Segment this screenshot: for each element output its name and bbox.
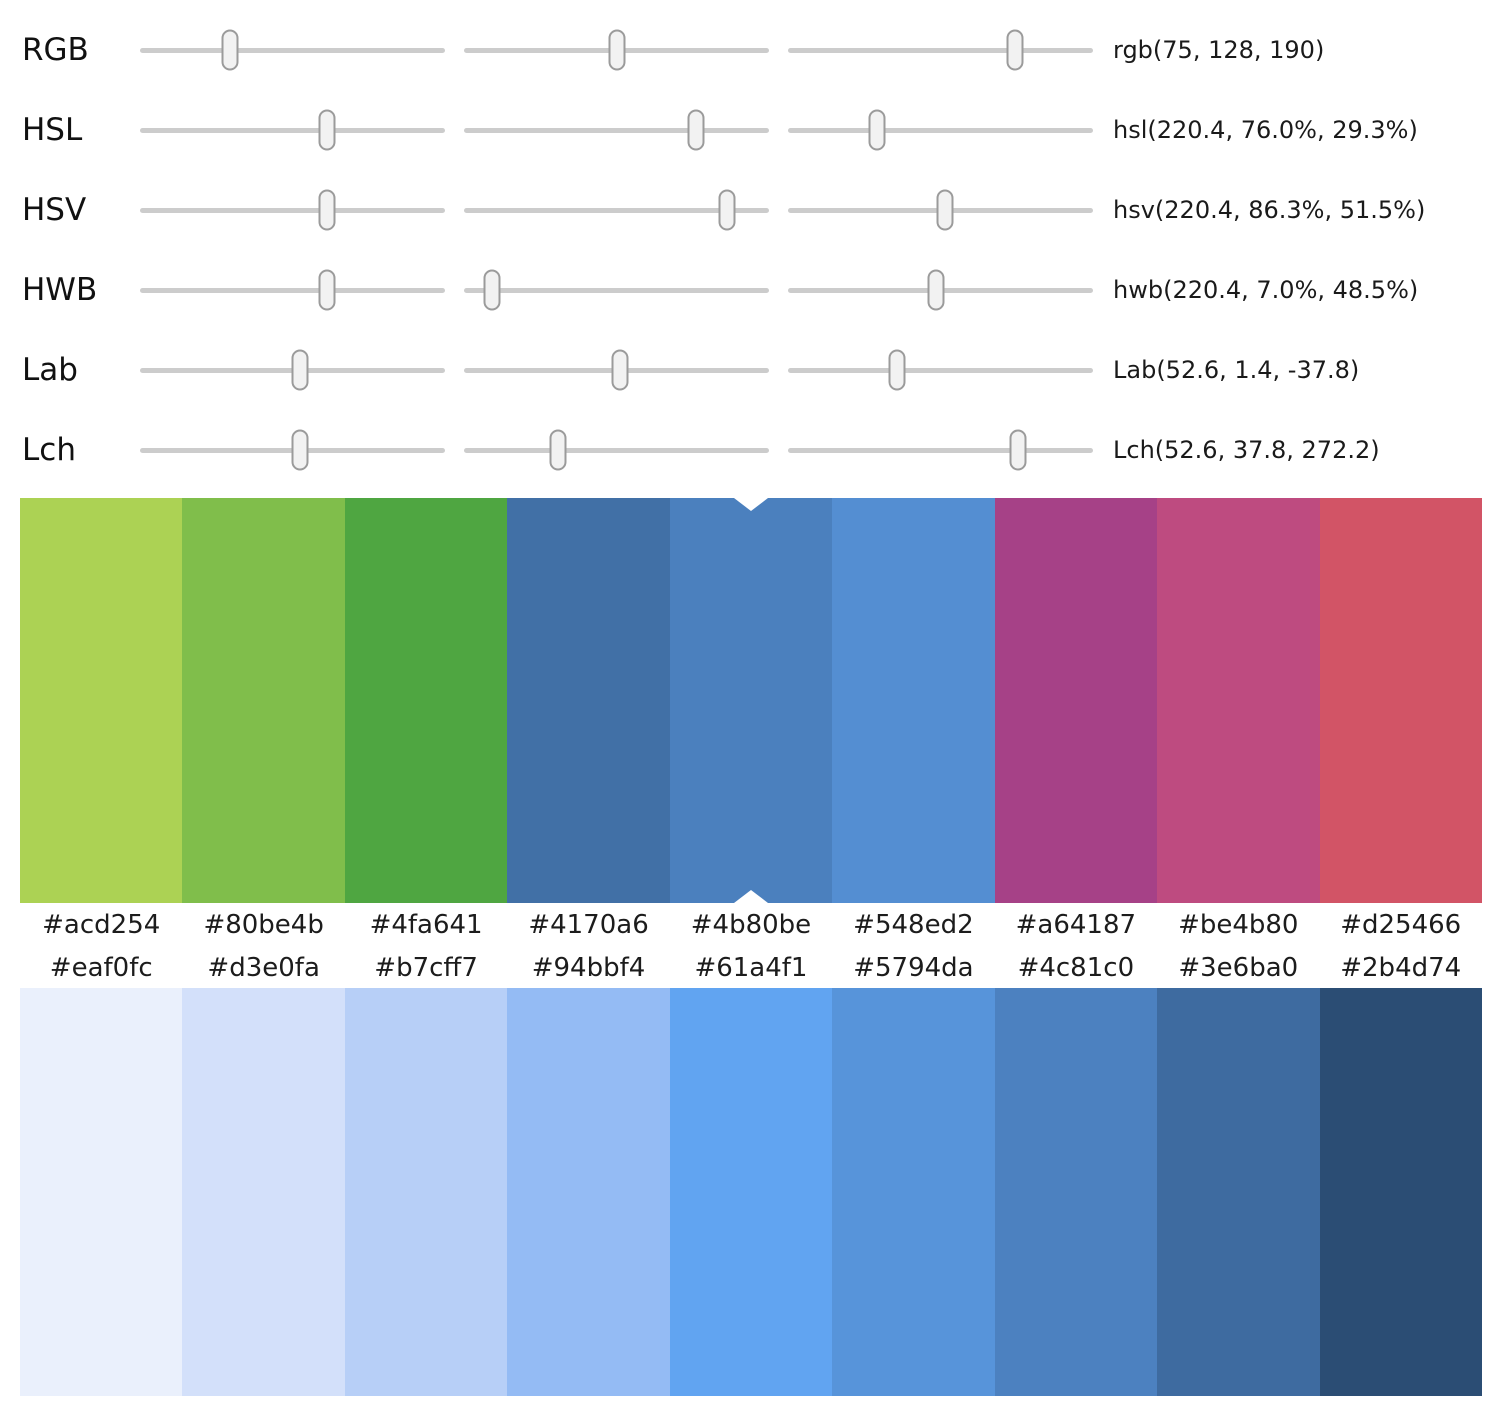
scale-swatch[interactable]	[182, 988, 345, 1396]
hex-label: #80be4b	[203, 910, 324, 940]
slider-track[interactable]	[464, 109, 769, 151]
slider-thumb[interactable]	[221, 29, 239, 71]
slider-row-label: RGB	[22, 32, 89, 68]
hex-label: #a64187	[1015, 910, 1137, 940]
slider-row-lab: Lab Lab(52.6, 1.4, -37.8)	[0, 330, 1501, 410]
slider-track[interactable]	[464, 29, 769, 71]
slider-thumb[interactable]	[718, 189, 736, 231]
slider-track[interactable]	[140, 189, 445, 231]
slider-row-label: HSV	[22, 192, 87, 228]
slider-track[interactable]	[788, 349, 1093, 391]
hex-label: #eaf0fc	[49, 952, 153, 983]
slider-row-label: HWB	[22, 272, 98, 308]
selection-notch-top-icon	[733, 498, 768, 511]
hex-label: #4c81c0	[1017, 952, 1135, 983]
palette-swatch[interactable]	[507, 498, 670, 903]
slider-thumb[interactable]	[888, 349, 906, 391]
slider-thumb[interactable]	[687, 109, 705, 151]
slider-value-text: hsl(220.4, 76.0%, 29.3%)	[1113, 116, 1418, 144]
hex-label: #d25466	[1340, 910, 1462, 940]
slider-thumb[interactable]	[1006, 29, 1024, 71]
slider-track[interactable]	[464, 429, 769, 471]
slider-value-text: Lch(52.6, 37.8, 272.2)	[1113, 436, 1380, 464]
slider-thumb[interactable]	[318, 109, 336, 151]
hex-label: #b7cff7	[374, 952, 478, 983]
slider-thumb[interactable]	[1009, 429, 1027, 471]
slider-value-text: hsv(220.4, 86.3%, 51.5%)	[1113, 196, 1426, 224]
slider-thumb[interactable]	[291, 429, 309, 471]
scale-swatch[interactable]	[1157, 988, 1320, 1396]
slider-thumb[interactable]	[318, 269, 336, 311]
slider-track[interactable]	[788, 109, 1093, 151]
slider-thumb[interactable]	[936, 189, 954, 231]
scale-swatch[interactable]	[507, 988, 670, 1396]
palette-hex-row: #acd254 #80be4b #4fa641 #4170a6 #4b80be …	[20, 903, 1482, 947]
hex-label: #4170a6	[528, 910, 649, 940]
slider-panel: RGB rgb(75, 128, 190) HSL hsl(220.4, 76.…	[0, 10, 1501, 490]
hex-label: #d3e0fa	[207, 952, 320, 983]
palette-swatch[interactable]	[1157, 498, 1320, 903]
palette-swatch-selected[interactable]	[669, 498, 833, 903]
hex-label: #2b4d74	[1340, 952, 1462, 983]
scale-swatch[interactable]	[994, 988, 1158, 1396]
hex-label: #5794da	[853, 952, 974, 983]
slider-row-hwb: HWB hwb(220.4, 7.0%, 48.5%)	[0, 250, 1501, 330]
scale-swatch[interactable]	[20, 988, 183, 1396]
tint-shade-strip	[20, 988, 1482, 1396]
slider-value-text: hwb(220.4, 7.0%, 48.5%)	[1113, 276, 1419, 304]
palette-swatch[interactable]	[344, 498, 508, 903]
slider-row-label: Lch	[22, 432, 76, 468]
hex-label: #be4b80	[1178, 910, 1299, 940]
slider-track[interactable]	[788, 189, 1093, 231]
scale-hex-row: #eaf0fc #d3e0fa #b7cff7 #94bbf4 #61a4f1 …	[20, 947, 1482, 988]
slider-thumb[interactable]	[318, 189, 336, 231]
hex-label: #4fa641	[369, 910, 483, 940]
slider-track[interactable]	[140, 29, 445, 71]
slider-thumb[interactable]	[927, 269, 945, 311]
slider-thumb[interactable]	[611, 349, 629, 391]
palette-swatch[interactable]	[20, 498, 183, 903]
slider-value-text: Lab(52.6, 1.4, -37.8)	[1113, 356, 1360, 384]
hex-label: #61a4f1	[694, 952, 808, 983]
palette-swatch[interactable]	[832, 498, 995, 903]
selection-notch-bottom-icon	[733, 890, 768, 903]
hex-label: #3e6ba0	[1178, 952, 1299, 983]
slider-row-label: Lab	[22, 352, 78, 388]
slider-row-lch: Lch Lch(52.6, 37.8, 272.2)	[0, 410, 1501, 490]
slider-track[interactable]	[140, 429, 445, 471]
slider-row-rgb: RGB rgb(75, 128, 190)	[0, 10, 1501, 90]
slider-row-hsl: HSL hsl(220.4, 76.0%, 29.3%)	[0, 90, 1501, 170]
slider-track[interactable]	[140, 109, 445, 151]
slider-track[interactable]	[140, 349, 445, 391]
slider-thumb[interactable]	[549, 429, 567, 471]
palette-swatch[interactable]	[994, 498, 1158, 903]
slider-thumb[interactable]	[608, 29, 626, 71]
slider-row-label: HSL	[22, 112, 83, 148]
slider-track[interactable]	[140, 269, 445, 311]
slider-row-hsv: HSV hsv(220.4, 86.3%, 51.5%)	[0, 170, 1501, 250]
scale-swatch[interactable]	[1319, 988, 1482, 1396]
slider-thumb[interactable]	[291, 349, 309, 391]
hue-palette-strip	[20, 498, 1482, 903]
hex-label: #4b80be	[690, 910, 812, 940]
palette-swatch[interactable]	[182, 498, 345, 903]
slider-track[interactable]	[464, 349, 769, 391]
scale-swatch[interactable]	[669, 988, 833, 1396]
hex-label: #acd254	[42, 910, 161, 940]
slider-thumb[interactable]	[868, 109, 886, 151]
slider-track[interactable]	[464, 269, 769, 311]
scale-swatch[interactable]	[344, 988, 508, 1396]
slider-track[interactable]	[788, 269, 1093, 311]
scale-swatch[interactable]	[832, 988, 995, 1396]
slider-thumb[interactable]	[483, 269, 501, 311]
slider-track[interactable]	[788, 29, 1093, 71]
hex-label: #94bbf4	[531, 952, 646, 983]
palette-swatch[interactable]	[1319, 498, 1482, 903]
slider-value-text: rgb(75, 128, 190)	[1113, 36, 1325, 64]
slider-track[interactable]	[464, 189, 769, 231]
slider-track[interactable]	[788, 429, 1093, 471]
hex-label: #548ed2	[853, 910, 974, 940]
